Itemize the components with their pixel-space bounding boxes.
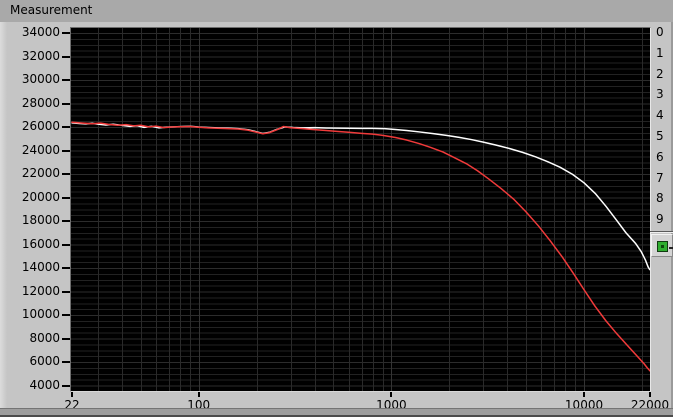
right-axis-label: 6 (656, 149, 664, 164)
window-title: Measurement (10, 3, 93, 17)
y-axis-label: 24000 (21, 142, 60, 157)
right-axis-label: 7 (656, 170, 664, 185)
y-axis-tick (62, 361, 70, 363)
y-axis-tick (62, 290, 70, 293)
y-axis-label: 28000 (21, 95, 60, 110)
y-axis-tick (62, 267, 70, 269)
y-axis-label: 34000 (21, 25, 60, 39)
y-axis-label: 20000 (21, 189, 60, 204)
window-header: Measurement (0, 0, 673, 22)
y-axis-label: 14000 (21, 260, 60, 274)
y-axis-label: 32000 (21, 48, 60, 63)
y-axis-label: 6000 (29, 354, 60, 368)
window-right-border (671, 22, 673, 409)
right-axis-label: 5 (656, 129, 664, 143)
x-axis-tick (71, 392, 73, 397)
right-axis-label: 1 (656, 45, 664, 60)
y-axis-label: 26000 (21, 119, 60, 133)
window-bottom-border (0, 408, 673, 417)
y-axis-label: 30000 (21, 72, 60, 86)
y-axis-label: 4000 (29, 377, 60, 392)
y-axis-tick (62, 79, 70, 81)
y-axis-label: 16000 (21, 236, 60, 251)
x-axis-tick (649, 392, 651, 397)
y-axis-tick (62, 149, 70, 152)
y-axis-tick (62, 126, 70, 128)
scale-legend-divider (650, 231, 673, 233)
scale-legend-fragment (650, 231, 673, 261)
x-axis-tick (390, 392, 393, 397)
window-left-border (0, 22, 7, 409)
y-axis-tick (62, 220, 70, 222)
right-axis-label: 2 (656, 66, 664, 81)
series-plot-1-red (71, 121, 650, 372)
legend-handle-icon (669, 247, 673, 249)
y-axis-tick (62, 384, 70, 387)
y-axis-tick (62, 243, 70, 246)
right-axis-label: 0 (656, 25, 664, 39)
y-axis-label: 18000 (21, 213, 60, 227)
y-axis-tick (62, 55, 70, 58)
y-axis-label: 22000 (21, 166, 60, 180)
y-axis-tick (62, 173, 70, 175)
y-axis-tick (62, 314, 70, 316)
right-axis-label: 3 (656, 87, 664, 102)
right-axis-label: 4 (656, 108, 664, 123)
right-axis-label: 8 (656, 191, 664, 206)
scale-lock-button[interactable] (651, 234, 673, 257)
plot-area[interactable] (70, 27, 651, 392)
y-axis-tick (62, 32, 70, 34)
x-axis-tick (197, 392, 200, 397)
x-axis-tick (583, 392, 586, 397)
y-axis-label: 8000 (29, 330, 60, 345)
y-axis-label: 10000 (21, 307, 60, 321)
right-axis-label: 9 (656, 212, 664, 227)
y-axis-tick (62, 337, 70, 340)
y-axis-label: 12000 (21, 283, 60, 298)
y-axis-tick (62, 102, 70, 105)
lock-autoscale-icon (657, 241, 668, 252)
y-axis-tick (62, 196, 70, 199)
